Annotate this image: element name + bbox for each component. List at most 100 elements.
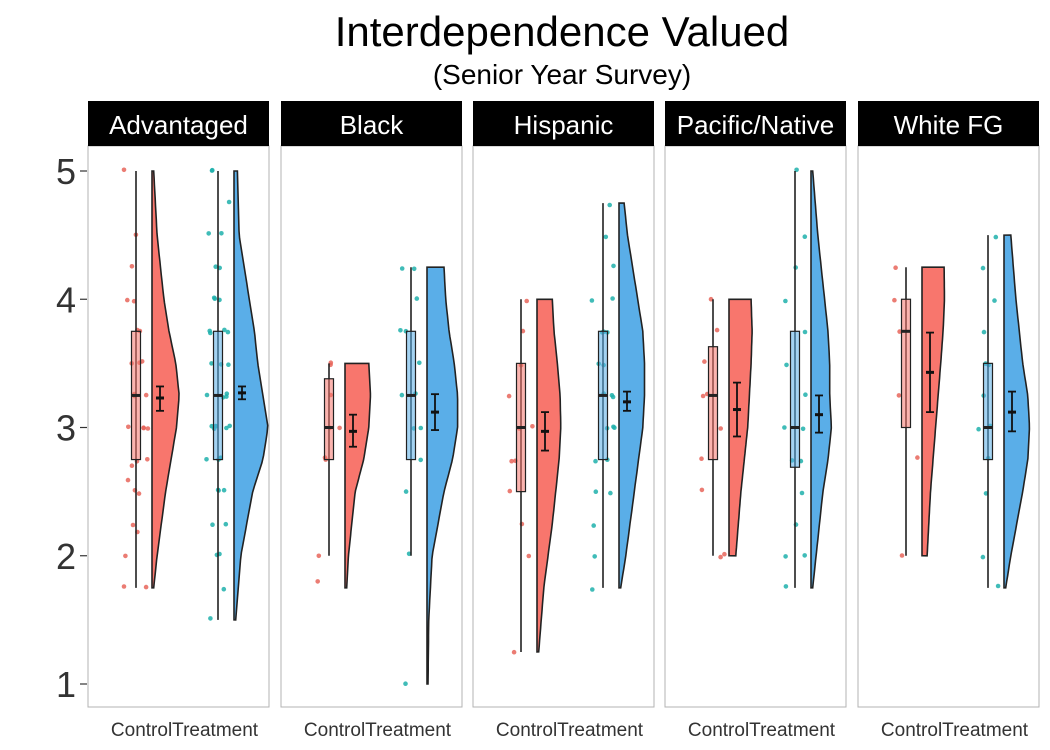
data-point bbox=[210, 167, 215, 173]
data-point bbox=[204, 457, 209, 462]
data-point bbox=[125, 297, 130, 303]
data-point bbox=[414, 296, 420, 301]
data-point bbox=[507, 488, 513, 494]
data-point bbox=[699, 456, 704, 462]
density-violin bbox=[151, 170, 180, 589]
density-violin bbox=[1003, 234, 1031, 589]
density-violin bbox=[344, 362, 372, 589]
data-point bbox=[794, 167, 799, 173]
data-point bbox=[995, 583, 1001, 589]
facet-panel: Pacific/Native ControlTreatment bbox=[664, 101, 847, 741]
data-point bbox=[702, 359, 707, 364]
data-point bbox=[722, 551, 727, 557]
data-point bbox=[143, 584, 149, 590]
data-point bbox=[783, 584, 789, 589]
facet-strip-label: Black bbox=[340, 110, 405, 140]
data-point bbox=[223, 521, 229, 527]
data-point bbox=[224, 425, 229, 431]
data-point bbox=[222, 327, 227, 333]
chart-title: Interdependence Valued bbox=[335, 8, 790, 55]
data-point bbox=[226, 362, 231, 368]
facet-strip bbox=[281, 101, 462, 146]
x-tick-label-control: Control bbox=[111, 720, 172, 741]
treatment-group bbox=[782, 167, 833, 589]
box-iqr bbox=[900, 298, 912, 429]
data-point bbox=[610, 296, 615, 301]
box-iqr bbox=[707, 346, 719, 461]
data-point bbox=[226, 199, 232, 205]
data-point bbox=[126, 424, 131, 430]
data-point bbox=[800, 426, 806, 432]
y-tick-label: 5 bbox=[56, 151, 76, 192]
data-point bbox=[782, 425, 787, 430]
y-tick-label: 3 bbox=[56, 408, 76, 449]
data-point bbox=[611, 263, 616, 269]
data-point bbox=[221, 487, 227, 493]
x-tick-label-control: Control bbox=[881, 720, 942, 741]
x-tick-label-treatment: Treatment bbox=[749, 720, 836, 741]
data-point bbox=[992, 298, 997, 303]
data-point bbox=[993, 234, 999, 240]
facet-strip bbox=[473, 101, 654, 146]
control-group bbox=[699, 296, 753, 560]
data-point bbox=[143, 392, 149, 398]
data-point bbox=[210, 522, 215, 527]
facet-strip-label: Pacific/Native bbox=[677, 110, 835, 140]
y-tick-label: 4 bbox=[56, 279, 76, 320]
data-point bbox=[209, 361, 214, 366]
x-tick-labels: ControlTreatment bbox=[688, 720, 836, 741]
y-tick-label: 1 bbox=[56, 664, 76, 705]
data-point bbox=[213, 264, 218, 270]
data-point bbox=[123, 553, 128, 559]
density-violin bbox=[810, 170, 833, 589]
data-point bbox=[980, 265, 986, 271]
data-point bbox=[403, 681, 408, 686]
data-point bbox=[718, 554, 723, 560]
data-point bbox=[980, 554, 986, 560]
data-point bbox=[212, 296, 218, 302]
data-point bbox=[208, 616, 213, 621]
data-point bbox=[899, 553, 905, 558]
x-tick-label-treatment: Treatment bbox=[942, 720, 1029, 741]
data-point bbox=[418, 425, 424, 431]
x-tick-label-treatment: Treatment bbox=[172, 720, 259, 741]
facet-panel: White FG ControlTreatment bbox=[857, 101, 1040, 741]
data-point bbox=[225, 329, 231, 335]
data-point bbox=[204, 392, 210, 398]
data-point bbox=[612, 425, 617, 431]
data-point bbox=[802, 329, 808, 335]
control-group bbox=[892, 265, 946, 558]
data-point bbox=[417, 360, 422, 366]
treatment-group bbox=[398, 266, 459, 686]
chart-subtitle: (Senior Year Survey) bbox=[433, 59, 691, 90]
density-violin bbox=[536, 298, 562, 653]
data-point bbox=[915, 455, 920, 460]
x-tick-labels: ControlTreatment bbox=[304, 720, 452, 741]
data-point bbox=[219, 231, 224, 236]
data-point bbox=[714, 327, 720, 333]
data-point bbox=[130, 522, 136, 528]
x-tick-labels: ControlTreatment bbox=[496, 720, 644, 741]
facet-panel: Advantaged ControlTreatment bbox=[87, 101, 270, 741]
x-tick-label-control: Control bbox=[304, 720, 365, 741]
data-point bbox=[337, 425, 342, 431]
data-point bbox=[981, 329, 987, 335]
data-point bbox=[398, 328, 403, 333]
data-point bbox=[783, 554, 788, 559]
data-point bbox=[509, 458, 514, 464]
data-point bbox=[129, 463, 135, 469]
data-point bbox=[208, 330, 213, 336]
data-point bbox=[511, 649, 517, 655]
facet-strip-label: Advantaged bbox=[109, 110, 248, 140]
data-point bbox=[783, 298, 788, 304]
facet-strip-label: Hispanic bbox=[514, 110, 614, 140]
data-point bbox=[893, 265, 898, 271]
data-point bbox=[784, 362, 789, 368]
data-point bbox=[418, 457, 424, 463]
data-point bbox=[590, 587, 595, 592]
data-point bbox=[524, 298, 529, 304]
data-point bbox=[316, 553, 322, 559]
data-point bbox=[589, 298, 595, 303]
data-point bbox=[896, 393, 902, 398]
